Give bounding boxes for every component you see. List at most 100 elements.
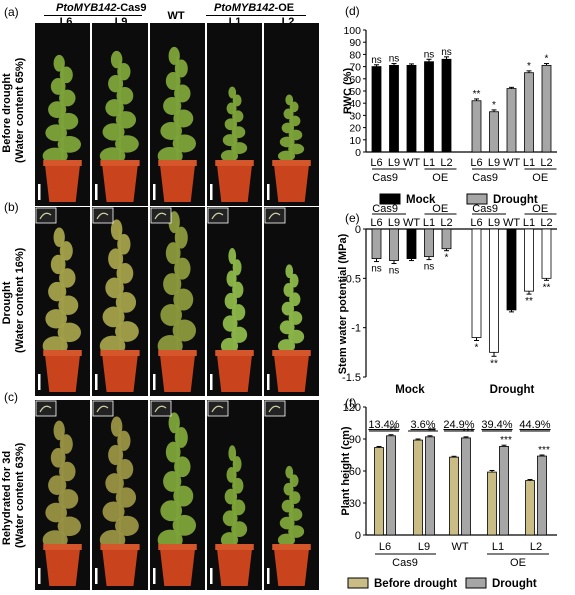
chart-f-bar — [525, 480, 535, 536]
panel-letter-e: (e) — [345, 211, 360, 225]
chart-f-percent-label: 24.9% — [443, 419, 474, 431]
chart-e-bar — [489, 228, 499, 353]
chart-d-xtick-label: WT — [503, 157, 520, 169]
row-label-rehydrated-line1: Rehydrated for 3d — [1, 450, 13, 546]
chart-d-bar — [441, 58, 452, 153]
oe-suffix: -OE — [274, 2, 295, 14]
chart-d-bar — [541, 64, 552, 153]
chart-d-xtick-label: L1 — [423, 157, 435, 169]
chart-f-ytick-label: 120 — [343, 402, 361, 414]
legend-mock-swatch — [379, 193, 401, 205]
oe-header-line — [206, 15, 306, 16]
photo-drought-wt — [150, 207, 205, 396]
legend-before-drought-swatch — [347, 577, 369, 589]
chart-f-percent-label: 39.4% — [481, 419, 512, 431]
chart-e-ytick-label: -1.5 — [342, 372, 361, 384]
cas9-group-header: PtoMYB142-Cas9 — [56, 2, 147, 14]
chart-d-sig-mark: ns — [389, 54, 400, 65]
chart-f-xtick-label: L1 — [492, 541, 504, 553]
chart-e-xtick-label: L9 — [488, 217, 500, 229]
chart-e-wt-label: WT — [403, 217, 420, 229]
chart-d-sig-mark: * — [492, 100, 496, 111]
chart-e-sig-mark: ns — [371, 264, 382, 275]
photo-rehydrated-l9 — [92, 400, 148, 590]
chart-e-sig-mark: ns — [424, 262, 435, 273]
photo-rehydrated-l1 — [207, 400, 262, 590]
photo-rehydrated-l2 — [264, 400, 319, 590]
cas9-suffix: -Cas9 — [116, 2, 147, 14]
chart-e-sig-mark: ** — [490, 358, 498, 369]
chart-d-ytick-label: 30 — [349, 110, 361, 122]
legend-mock-label: Mock — [406, 194, 436, 206]
chart-f-bar — [449, 456, 459, 536]
chart-f-xtick-label: L6 — [379, 541, 391, 553]
cas9-gene-name: PtoMYB142 — [56, 2, 117, 14]
chart-e-group-label-cas9: Cas9 — [372, 203, 398, 215]
chart-e-xtick-label: L9 — [388, 217, 400, 229]
chart-e-xtick-label: L6 — [470, 217, 482, 229]
chart-d-xtick-label: L9 — [388, 157, 400, 169]
row-label-rehydrated-line2: (Water content 63%) — [14, 442, 26, 548]
photo-rehydrated-l6 — [35, 400, 90, 590]
chart-e-bar — [406, 228, 417, 260]
chart-f-ytick-label: 0 — [355, 530, 361, 542]
chart-f-sig-mark: *** — [538, 445, 550, 456]
legend-f-drought-label: Drought — [492, 578, 537, 590]
chart-d-sig-mark: ns — [441, 47, 452, 58]
chart-e-bar — [389, 228, 399, 261]
chart-d-ytick-label: 90 — [349, 37, 361, 49]
chart-f-percent-label: 44.9% — [519, 419, 550, 431]
chart-d-ytick-label: 100 — [343, 25, 361, 37]
chart-d-xtick-label: L1 — [523, 157, 535, 169]
row-label-drought-line2: (Water content 16%) — [14, 247, 26, 353]
chart-e-group-label-oe: OE — [432, 203, 448, 215]
panel-letter-c: (c) — [4, 390, 18, 404]
chart-d-sig-mark: ns — [424, 49, 435, 60]
chart-e-bar — [424, 228, 434, 258]
chart-d-bar — [424, 61, 434, 153]
chart-d-ytick-label: 70 — [349, 62, 361, 74]
panel-letter-f: (f) — [345, 396, 356, 410]
chart-f-percent-label: 3.6% — [410, 419, 435, 431]
chart-f-bar — [499, 446, 509, 536]
photo-before-drought-wt — [150, 23, 205, 206]
chart-e-sig-mark: ** — [543, 282, 551, 293]
chart-d-ytick-label: 60 — [349, 74, 361, 86]
chart-f-bar — [461, 437, 471, 536]
chart-e-wt-label: WT — [503, 217, 520, 229]
chart-d-ytick-label: 40 — [349, 98, 361, 110]
chart-e-sig-mark: * — [475, 342, 479, 353]
chart-e-xlabel-drought: Drought — [490, 384, 535, 396]
cas9-header-line — [44, 15, 142, 16]
photo-drought-l9 — [92, 207, 148, 396]
chart-d-bar — [506, 88, 517, 153]
chart-d-group-label-oe: OE — [532, 172, 548, 184]
chart-d-group-label-oe: OE — [432, 172, 448, 184]
chart-f-bar — [487, 471, 497, 536]
chart-e-sig-mark: * — [445, 253, 449, 264]
photo-before-drought-l1 — [207, 23, 262, 206]
chart-f-bar — [386, 435, 396, 536]
chart-d-bar — [389, 64, 399, 153]
chart-d-ytick-label: 50 — [349, 86, 361, 98]
chart-d-ytick-label: 10 — [349, 135, 361, 147]
chart-d-xtick-label: L2 — [540, 157, 552, 169]
chart-e-group-label-oe: OE — [532, 203, 548, 215]
chart-d-bar — [371, 66, 382, 153]
chart-d-ylabel: RWC (%) — [342, 68, 354, 115]
legend-before-drought-label: Before drought — [374, 578, 457, 590]
chart-e-ytick-label: -0.5 — [342, 273, 361, 285]
chart-f-ytick-label: 30 — [349, 498, 361, 510]
photo-drought-l2 — [264, 207, 319, 396]
oe-gene-name: PtoMYB142 — [214, 2, 275, 14]
chart-d-xtick-label: L6 — [470, 157, 482, 169]
chart-f-ytick-label: 90 — [349, 434, 361, 446]
chart-e-bar — [471, 228, 482, 338]
photo-drought-l6 — [35, 207, 90, 396]
row-label-before-drought-line2: (Water content 65%) — [14, 57, 26, 163]
row-label-drought-line1: Drought — [1, 281, 13, 325]
chart-f-xtick-label: L9 — [418, 541, 430, 553]
column-label-wt: WT — [167, 10, 185, 22]
